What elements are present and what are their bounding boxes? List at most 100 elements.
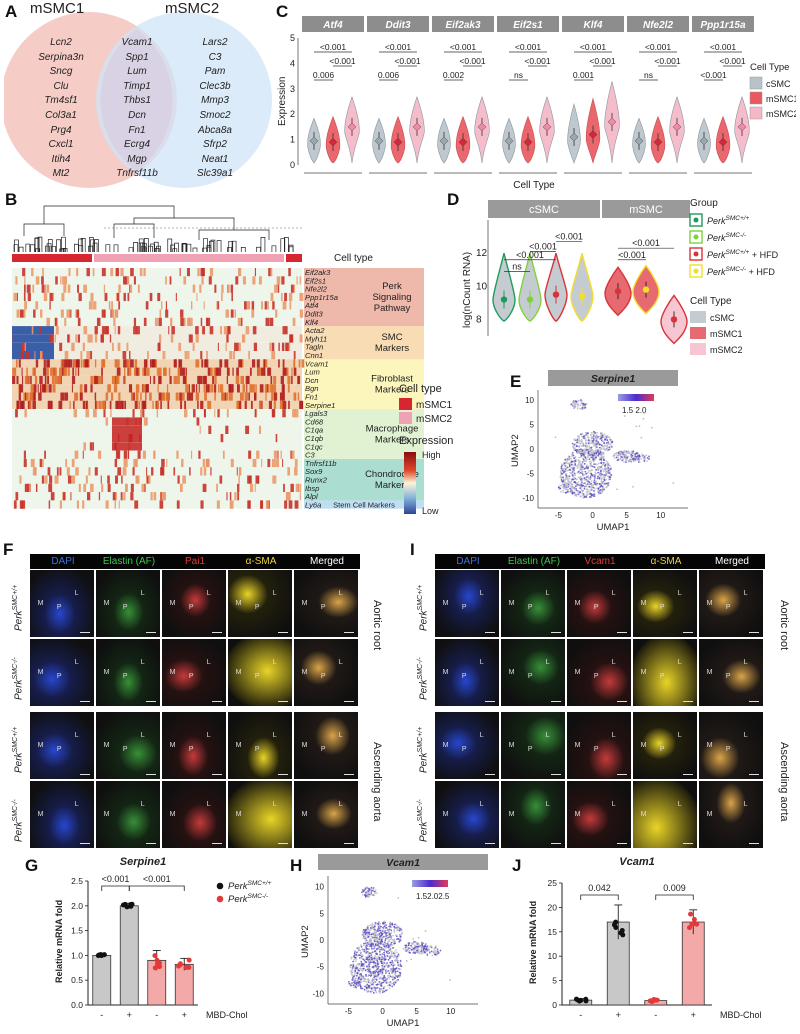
umap-point — [608, 476, 611, 478]
b-heatmap-mark — [27, 483, 31, 493]
b-heatmap-mark — [217, 409, 220, 418]
b-heatmap-mark — [69, 334, 71, 343]
b-heatmap-mark — [234, 492, 237, 501]
micro-region-label: L — [338, 732, 343, 740]
umap-point — [393, 938, 396, 941]
b-heatmap-mark — [273, 400, 276, 410]
b-heatmap-mark — [80, 359, 83, 368]
b-heatmap-mark — [115, 475, 118, 484]
b-heatmap-mark — [134, 400, 138, 410]
umap-point — [561, 469, 564, 472]
umap-point — [370, 933, 373, 936]
b-heatmap-mark — [235, 276, 239, 285]
umap-point — [578, 437, 581, 440]
umap-point — [384, 924, 387, 927]
b-heatmap-mark — [41, 276, 44, 285]
umap-point — [579, 404, 582, 407]
b-gene-label: Fn1 — [305, 393, 318, 402]
b-heatmap-mark — [260, 500, 264, 509]
umap-point — [361, 987, 364, 990]
c-mean-point — [523, 137, 533, 147]
b-heatmap-mark — [206, 351, 208, 360]
b-heatmap-mark — [290, 284, 294, 293]
umap-point — [593, 456, 596, 459]
b-heatmap-mark — [79, 384, 83, 393]
b-heatmap-mark — [201, 359, 204, 368]
umap-point — [636, 455, 639, 458]
b-heatmap-mark — [273, 392, 278, 401]
b-heatmap-mark — [218, 384, 220, 393]
b-heatmap-mark — [257, 475, 259, 484]
umap-point — [363, 988, 366, 991]
b-heatmap-mark — [37, 384, 39, 393]
b-heatmap-mark — [76, 268, 79, 277]
bar — [119, 905, 139, 1006]
bar-legend-dot — [216, 895, 224, 903]
b-heatmap-mark — [126, 342, 129, 351]
umap-point — [370, 890, 373, 892]
row-genotype: SMC+/+ — [12, 584, 19, 611]
b-heatmap-mark — [261, 458, 263, 468]
b-celltype-bar — [94, 254, 284, 262]
b-heatmap-mark — [196, 417, 200, 426]
umap-point — [563, 467, 566, 470]
micro-region-label: L — [611, 732, 616, 740]
umap-point — [372, 991, 375, 994]
b-heatmap-mark — [178, 359, 183, 368]
umap-point — [577, 490, 580, 493]
micro-region-label: P — [56, 672, 62, 680]
b-dendro-branch — [43, 205, 175, 224]
b-gene-label: Atf4 — [304, 301, 319, 310]
b-dendro-leaf — [47, 239, 53, 252]
bar-legend-label: PerkSMC+/+ — [228, 880, 272, 892]
umap-point — [392, 967, 395, 970]
umap-x-label: UMAP1 — [597, 522, 630, 533]
umap-point — [588, 448, 591, 450]
umap-point — [429, 944, 432, 947]
b-heatmap-row — [12, 268, 302, 277]
b-heatmap-mark — [15, 359, 18, 368]
b-heatmap-mark — [292, 409, 296, 418]
c-mean-point — [412, 122, 422, 132]
b-group-label: Markers — [375, 343, 410, 354]
b-heatmap-mark — [175, 392, 179, 401]
umap-point — [612, 455, 615, 457]
b-dendro-leaf — [60, 248, 66, 252]
umap-point — [359, 967, 362, 970]
b-heatmap-mark — [116, 400, 121, 410]
b-heatmap-mark — [267, 367, 272, 376]
micro-region-label: M — [508, 600, 515, 608]
b-heatmap-mark — [47, 375, 50, 385]
micro-region-label: M — [301, 742, 308, 750]
umap-point — [379, 953, 381, 956]
b-heatmap-mark — [189, 467, 191, 476]
bar-x-tick: + — [127, 1010, 132, 1020]
umap-point — [572, 478, 574, 481]
bar-title: Serpine1 — [120, 856, 166, 868]
b-heatmap-mark — [230, 458, 234, 468]
b-heatmap-mark — [29, 483, 31, 493]
umap-point — [577, 459, 580, 462]
b-heatmap-mark — [115, 492, 117, 501]
c-mean-point — [588, 130, 598, 139]
umap-point — [640, 457, 643, 460]
umap-point — [370, 960, 373, 963]
bar-treatment-label: MBD-Chol — [720, 1010, 762, 1020]
micro-region-label: M — [706, 669, 713, 677]
b-group-label: SMC — [381, 332, 402, 343]
umap-point — [581, 450, 584, 452]
umap-point — [397, 975, 399, 978]
b-heatmap-mark — [92, 442, 95, 451]
micro-region-label: P — [725, 672, 731, 680]
b-heatmap-mark — [124, 367, 126, 376]
umap-point — [351, 982, 353, 984]
b-heatmap-mark — [149, 375, 151, 385]
b-dendro-leaf — [154, 248, 160, 252]
b-heatmap-mark — [48, 483, 53, 493]
umap-point — [397, 955, 400, 957]
d-y-label: log(nCount RNA) — [462, 252, 473, 328]
bar — [92, 955, 112, 1006]
umap-point — [567, 455, 570, 458]
row-genotype: SMC+/+ — [417, 726, 424, 753]
row-gene: Perk — [13, 821, 25, 842]
